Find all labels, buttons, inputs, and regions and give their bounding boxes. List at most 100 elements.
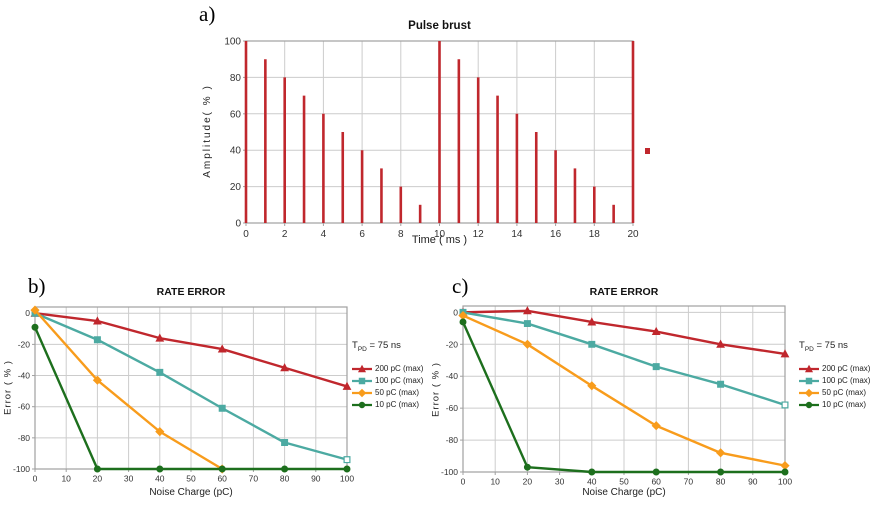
tick-labels: 0 10 20 30 40 50 60 70 80 90 100 0 -20 -40 -60 -80 -100 bbox=[441, 307, 792, 486]
svg-text:90: 90 bbox=[311, 474, 321, 484]
svg-text:40: 40 bbox=[587, 477, 597, 487]
svg-text:-60: -60 bbox=[446, 403, 459, 413]
svg-text:-40: -40 bbox=[446, 371, 459, 381]
legend-entry: 50 pC (max) bbox=[352, 387, 423, 399]
legend-entry: 10 pC (max) bbox=[799, 399, 870, 411]
svg-text:80: 80 bbox=[230, 73, 242, 84]
pulse-burst-plot: 0 2 4 6 8 10 12 14 16 18 20 0 20 40 60 80 100 bbox=[224, 37, 639, 241]
legend-entry-label: 50 pC (max) bbox=[822, 388, 867, 398]
tick-labels: 0 2 4 6 8 10 12 14 16 18 20 0 20 40 60 80 100 bbox=[224, 37, 639, 241]
svg-text:20: 20 bbox=[523, 477, 533, 487]
legend-title: TPD = 75 ns bbox=[352, 340, 401, 353]
pulse-x-axis-label: Time ( ms ) bbox=[411, 234, 468, 246]
svg-text:60: 60 bbox=[230, 109, 242, 120]
legend-entry-label: 10 pC (max) bbox=[375, 400, 420, 410]
svg-text:0: 0 bbox=[235, 219, 241, 230]
svg-text:-80: -80 bbox=[18, 433, 31, 443]
svg-text:80: 80 bbox=[716, 477, 726, 487]
svg-text:0: 0 bbox=[461, 477, 466, 487]
svg-text:10: 10 bbox=[434, 229, 446, 240]
svg-text:40: 40 bbox=[230, 146, 242, 157]
svg-text:30: 30 bbox=[124, 474, 134, 484]
rate-error-b-title: RATE ERROR bbox=[156, 286, 226, 298]
svg-text:100: 100 bbox=[340, 474, 354, 484]
legend-entry-label: 200 pC (max) bbox=[375, 364, 424, 374]
svg-text:0: 0 bbox=[25, 308, 30, 318]
svg-text:10: 10 bbox=[490, 477, 500, 487]
svg-text:8: 8 bbox=[398, 229, 404, 240]
svg-text:100: 100 bbox=[778, 477, 792, 487]
svg-text:60: 60 bbox=[651, 477, 661, 487]
svg-text:-60: -60 bbox=[18, 402, 31, 412]
svg-text:18: 18 bbox=[589, 229, 601, 240]
triangle-marker-icon bbox=[799, 364, 819, 373]
legend-title: TPD = 75 ns bbox=[799, 340, 848, 353]
legend-entry: 200 pC (max) bbox=[352, 363, 423, 375]
tick-labels: 0 10 20 30 40 50 60 70 80 90 100 0 -20 -40 -60 -80 -100 bbox=[13, 308, 354, 483]
panel-c-letter: c) bbox=[452, 274, 469, 298]
triangle-marker-icon bbox=[352, 364, 372, 373]
svg-text:30: 30 bbox=[555, 477, 565, 487]
svg-text:80: 80 bbox=[280, 474, 290, 484]
gridlines bbox=[35, 307, 347, 469]
circle-marker-icon bbox=[352, 401, 372, 409]
legend-entry: 200 pC (max) bbox=[799, 363, 870, 375]
svg-text:-100: -100 bbox=[441, 467, 458, 477]
svg-text:4: 4 bbox=[321, 229, 327, 240]
panel-a-letter: a) bbox=[199, 2, 216, 26]
svg-text:60: 60 bbox=[217, 474, 227, 484]
legend-entry-label: 200 pC (max) bbox=[822, 364, 871, 374]
svg-text:14: 14 bbox=[511, 229, 523, 240]
svg-text:-20: -20 bbox=[446, 339, 459, 349]
svg-text:2: 2 bbox=[282, 229, 288, 240]
legend-entry: 10 pC (max) bbox=[352, 399, 423, 411]
series-10-pc-max- bbox=[31, 323, 351, 473]
svg-text:100: 100 bbox=[224, 37, 241, 48]
svg-text:12: 12 bbox=[473, 229, 485, 240]
svg-text:0: 0 bbox=[453, 307, 458, 317]
svg-text:-40: -40 bbox=[18, 371, 31, 381]
svg-text:50: 50 bbox=[619, 477, 629, 487]
svg-text:20: 20 bbox=[93, 474, 103, 484]
circle-marker-icon bbox=[799, 401, 819, 409]
legend-entry: 50 pC (max) bbox=[799, 387, 870, 399]
diamond-marker-icon bbox=[799, 388, 819, 398]
rate-error-c-legend: TPD = 75 ns 200 pC (max) 100 pC (max) 50 pC… bbox=[799, 340, 870, 411]
rate-error-c-x-axis-label: Noise Charge (pC) bbox=[582, 487, 666, 498]
square-marker-icon bbox=[799, 377, 819, 385]
legend-entry-label: 100 pC (max) bbox=[822, 376, 871, 386]
legend-entry-label: 10 pC (max) bbox=[822, 400, 867, 410]
svg-text:-20: -20 bbox=[18, 339, 31, 349]
series-100-pc-max- bbox=[31, 309, 351, 464]
svg-text:16: 16 bbox=[550, 229, 562, 240]
svg-text:90: 90 bbox=[748, 477, 758, 487]
legend-entry-label: 50 pC (max) bbox=[375, 388, 420, 398]
rate-error-b-plot: 0 10 20 30 40 50 60 70 80 90 100 0 -20 -40 -60 -80 -100 bbox=[13, 305, 354, 484]
svg-text:-80: -80 bbox=[446, 435, 459, 445]
svg-text:40: 40 bbox=[155, 474, 165, 484]
rate-error-b-x-axis-label: Noise Charge (pC) bbox=[149, 487, 233, 498]
svg-text:50: 50 bbox=[186, 474, 196, 484]
rate-error-c-plot: 0 10 20 30 40 50 60 70 80 90 100 0 -20 -40 -60 -80 -100 bbox=[441, 305, 792, 487]
svg-text:0: 0 bbox=[33, 474, 38, 484]
pulse-bars bbox=[244, 41, 635, 223]
diamond-marker-icon bbox=[352, 388, 372, 398]
svg-text:20: 20 bbox=[627, 229, 639, 240]
stray-red-marker bbox=[645, 148, 650, 154]
pulse-chart-title: Pulse brust bbox=[408, 20, 471, 32]
svg-text:10: 10 bbox=[61, 474, 71, 484]
series-100-pc-max- bbox=[459, 308, 789, 409]
series-10-pc-max- bbox=[459, 318, 789, 476]
svg-text:70: 70 bbox=[684, 477, 694, 487]
legend-entry: 100 pC (max) bbox=[799, 375, 870, 387]
legend-entry: 100 pC (max) bbox=[352, 375, 423, 387]
legend-entry-label: 100 pC (max) bbox=[375, 376, 424, 386]
svg-text:70: 70 bbox=[249, 474, 259, 484]
rate-error-c-title: RATE ERROR bbox=[589, 286, 659, 298]
series-200-pc-max- bbox=[458, 306, 790, 358]
rate-error-b-legend: TPD = 75 ns 200 pC (max) 100 pC (max) 50 pC… bbox=[352, 340, 423, 411]
panel-b-letter: b) bbox=[28, 274, 46, 298]
svg-text:0: 0 bbox=[243, 229, 249, 240]
square-marker-icon bbox=[352, 377, 372, 385]
